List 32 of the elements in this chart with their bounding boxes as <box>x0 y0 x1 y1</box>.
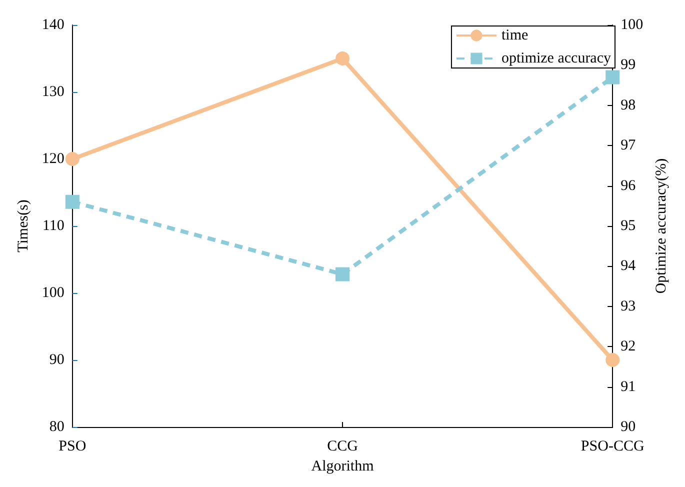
x-tick-label: PSO-CCG <box>580 438 644 454</box>
y2-tick-label: 94 <box>620 258 636 274</box>
y2-tick-label: 90 <box>620 419 636 435</box>
point <box>65 152 80 166</box>
y2-tick-label: 99 <box>620 57 636 74</box>
y-tick-label: 100 <box>42 285 64 301</box>
x-axis-title: Algorithm <box>311 458 374 474</box>
y2-tick-label: 98 <box>620 97 636 114</box>
y2-tick-label: 100 <box>620 17 644 33</box>
x-tick-label: PSO <box>58 438 86 454</box>
y2-tick-label: 91 <box>620 378 636 395</box>
y-tick-label: 110 <box>42 218 64 234</box>
y-tick-label: 140 <box>42 17 64 33</box>
legend-label: optimize accuracy <box>501 50 612 66</box>
x-tick-label: CCG <box>327 438 358 454</box>
point <box>606 70 620 84</box>
y2-tick-label: 92 <box>620 338 636 355</box>
legend-label: time <box>501 28 528 44</box>
y-tick-label: 130 <box>42 84 64 100</box>
point <box>336 52 350 66</box>
y2-axis-title: Optimize accuracy(%) <box>654 158 670 294</box>
point <box>65 194 80 209</box>
y-tick-label: 120 <box>42 151 64 167</box>
y2-tick-label: 97 <box>620 138 636 154</box>
point <box>606 353 620 367</box>
y-tick-label: 80 <box>49 419 64 435</box>
y2-tick-label: 93 <box>620 298 636 314</box>
point <box>336 267 350 282</box>
y-axis-title: Times(s) <box>16 200 32 252</box>
y2-tick-label: 96 <box>620 178 636 194</box>
y-tick-label: 90 <box>49 352 64 368</box>
y2-tick-label: 95 <box>620 218 636 234</box>
